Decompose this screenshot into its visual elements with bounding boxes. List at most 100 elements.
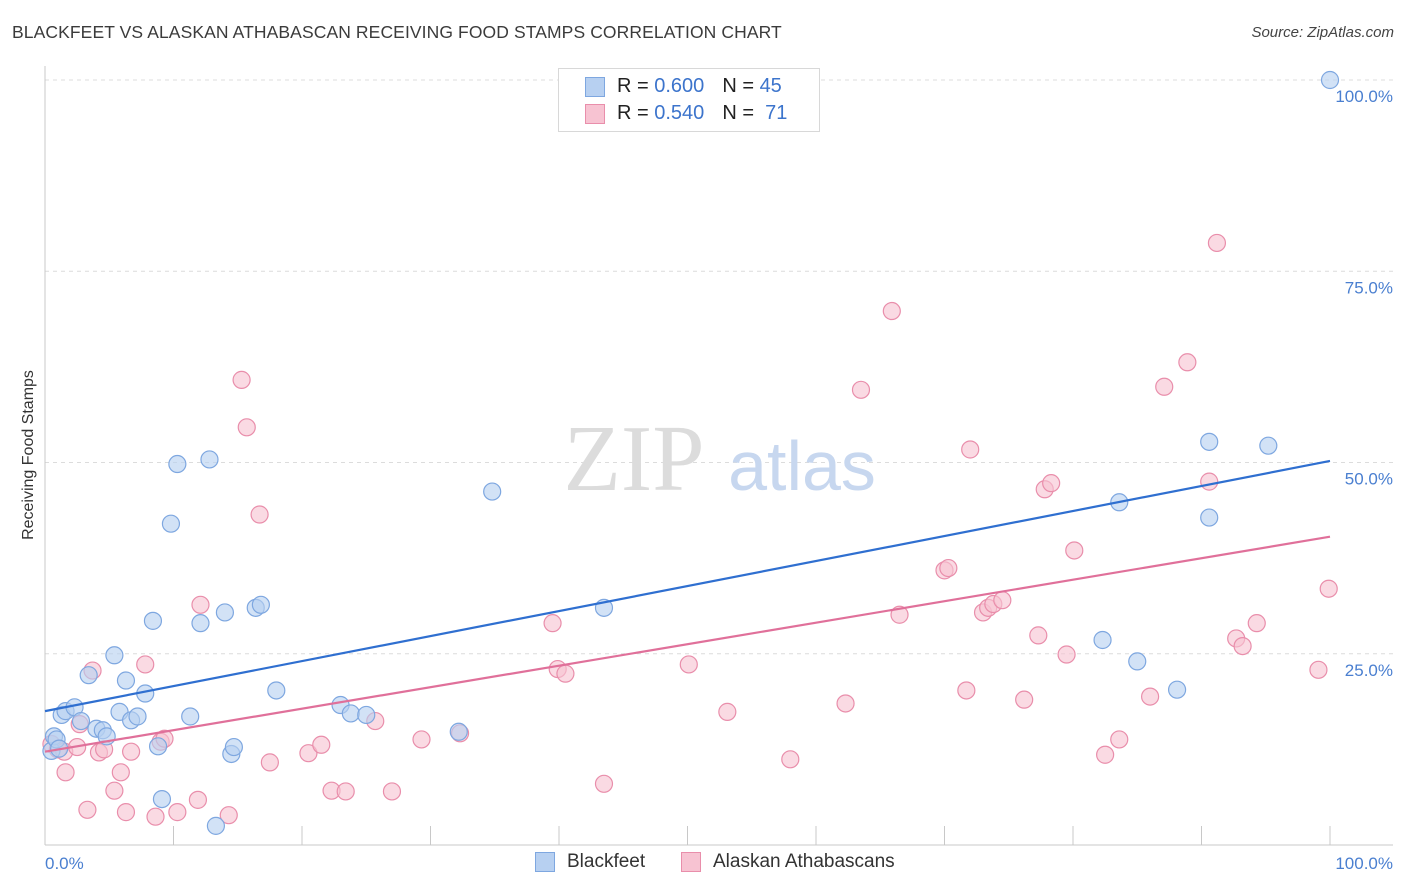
data-point bbox=[1233, 636, 1252, 656]
data-point bbox=[543, 614, 562, 633]
data-point bbox=[200, 450, 219, 469]
data-point bbox=[143, 611, 163, 630]
trend-line-blackfeet bbox=[44, 459, 1331, 713]
data-point bbox=[781, 750, 800, 769]
gridlines bbox=[45, 79, 1393, 655]
data-point bbox=[1200, 432, 1219, 451]
data-point bbox=[251, 595, 270, 614]
data-point bbox=[1057, 645, 1076, 664]
data-point bbox=[250, 505, 269, 524]
series-legend: Blackfeet Alaskan Athabascans bbox=[0, 851, 1406, 877]
data-point bbox=[146, 807, 165, 826]
data-point bbox=[215, 603, 234, 622]
data-point bbox=[161, 514, 181, 533]
data-point bbox=[1110, 730, 1129, 749]
data-point bbox=[1319, 579, 1338, 598]
data-point bbox=[1320, 70, 1340, 90]
data-point bbox=[105, 781, 124, 800]
data-point bbox=[449, 722, 468, 741]
data-point bbox=[1259, 436, 1278, 455]
data-point bbox=[412, 730, 431, 749]
legend-swatch-pink bbox=[585, 103, 605, 124]
data-point bbox=[336, 782, 355, 801]
legend-row-blackfeet: R = 0.600 N = 45 bbox=[559, 73, 782, 100]
data-point bbox=[939, 558, 958, 578]
y-tick-label: 50.0% bbox=[1345, 470, 1393, 489]
data-point bbox=[961, 440, 980, 459]
data-point bbox=[382, 782, 402, 801]
data-point bbox=[56, 763, 75, 782]
data-point bbox=[1178, 353, 1197, 372]
watermark-zip: ZIP bbox=[564, 407, 705, 511]
data-point bbox=[1065, 541, 1084, 560]
data-point bbox=[882, 301, 901, 321]
data-point bbox=[1042, 474, 1061, 493]
data-point bbox=[341, 704, 360, 723]
data-point bbox=[1029, 626, 1048, 645]
data-point bbox=[78, 800, 97, 819]
x-tick-label: 0.0% bbox=[45, 854, 84, 873]
data-point bbox=[1200, 508, 1219, 527]
legend-label-alaskan-athabascans: Alaskan Athabascans bbox=[713, 851, 895, 872]
data-point bbox=[191, 595, 210, 614]
legend-r-value: 0.540 bbox=[654, 102, 705, 124]
legend-item-blackfeet[interactable]: Blackfeet bbox=[535, 851, 645, 873]
y-tick-labels: 25.0% 50.0% 75.0% 100.0% bbox=[1335, 87, 1393, 680]
legend-swatch-pink bbox=[681, 852, 701, 872]
legend-n-label: N = bbox=[722, 102, 754, 124]
y-tick-label: 100.0% bbox=[1335, 87, 1393, 106]
data-point bbox=[128, 707, 147, 726]
data-point bbox=[71, 711, 91, 731]
data-point bbox=[152, 789, 172, 809]
data-point bbox=[556, 664, 575, 683]
data-point bbox=[148, 737, 168, 756]
source-label: Source: ZipAtlas.com bbox=[1251, 24, 1394, 41]
x-tick-labels: 0.0% 100.0% bbox=[45, 854, 1393, 873]
data-point bbox=[1096, 745, 1115, 764]
data-point bbox=[1128, 652, 1147, 671]
data-point bbox=[1140, 687, 1160, 706]
trend-lines bbox=[44, 459, 1331, 753]
watermark: ZIP atlas bbox=[564, 407, 876, 511]
data-point bbox=[121, 742, 141, 761]
legend-n-label: N = bbox=[722, 75, 754, 97]
legend-swatch-blue bbox=[535, 852, 555, 872]
data-point bbox=[79, 666, 98, 685]
legend-swatch-blue bbox=[585, 76, 605, 97]
data-point bbox=[1309, 660, 1328, 679]
data-point bbox=[260, 753, 279, 772]
data-point bbox=[1015, 690, 1034, 709]
legend-r-label: R = bbox=[617, 102, 649, 124]
trend-line-alaskan-athabascans bbox=[44, 535, 1331, 753]
data-point bbox=[1093, 630, 1112, 650]
y-tick-label: 75.0% bbox=[1345, 278, 1393, 297]
data-point bbox=[191, 614, 210, 633]
legend-n-value: 71 bbox=[765, 102, 788, 124]
data-point bbox=[224, 737, 243, 757]
data-point bbox=[168, 454, 187, 474]
data-point bbox=[181, 707, 200, 726]
data-point bbox=[111, 763, 130, 782]
data-point bbox=[1200, 472, 1219, 491]
data-point bbox=[105, 646, 124, 665]
data-point bbox=[993, 591, 1012, 610]
data-point bbox=[206, 816, 226, 835]
legend-label-blackfeet: Blackfeet bbox=[567, 851, 646, 872]
data-point bbox=[718, 702, 737, 721]
data-point bbox=[267, 681, 286, 700]
data-point bbox=[851, 380, 871, 399]
data-point bbox=[116, 671, 136, 690]
data-point bbox=[679, 655, 698, 674]
legend-r-value: 0.600 bbox=[654, 75, 705, 97]
legend-row-alaskan-athabascans: R = 0.540 N = 71 bbox=[559, 100, 787, 127]
legend-item-alaskan-athabascans[interactable]: Alaskan Athabascans bbox=[681, 851, 895, 873]
series-blackfeet bbox=[42, 70, 1340, 835]
x-tick-label: 100.0% bbox=[1335, 854, 1393, 873]
data-point bbox=[1247, 614, 1266, 633]
data-point bbox=[168, 803, 187, 822]
data-point bbox=[232, 370, 251, 389]
data-point bbox=[136, 655, 155, 674]
axes bbox=[44, 66, 1393, 846]
data-point bbox=[957, 681, 976, 700]
